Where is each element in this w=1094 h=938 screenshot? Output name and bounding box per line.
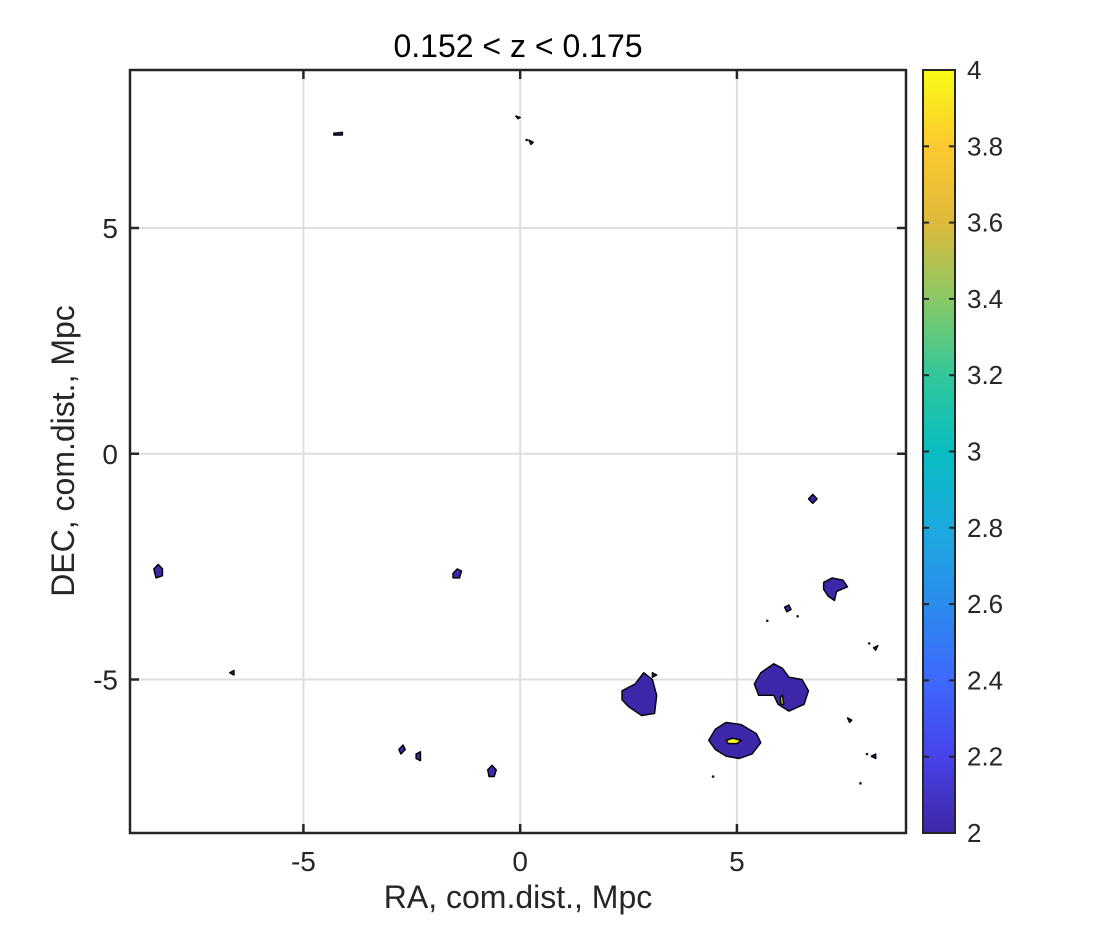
y-tick-label: 5 bbox=[102, 213, 118, 244]
contour-speck bbox=[525, 138, 528, 142]
contour-region bbox=[153, 563, 164, 579]
contour-peak bbox=[779, 694, 785, 705]
contour-region bbox=[651, 672, 658, 678]
axes-box bbox=[128, 68, 908, 835]
contour-speck bbox=[765, 619, 769, 623]
y-tick-label: 0 bbox=[102, 439, 118, 470]
contour-speck bbox=[796, 614, 799, 618]
axis-ticks bbox=[130, 70, 906, 833]
x-axis-label: RA, com.dist., Mpc bbox=[384, 879, 653, 915]
colorbar-tick-label: 3.8 bbox=[967, 131, 1003, 161]
plot-area bbox=[130, 70, 906, 833]
colorbar-tick-label: 4 bbox=[967, 55, 981, 85]
contour-region bbox=[621, 672, 658, 717]
contour-region bbox=[872, 644, 879, 651]
x-tick-label: 0 bbox=[512, 846, 528, 877]
contour-region bbox=[807, 493, 818, 505]
colorbar-tick-label: 2.2 bbox=[967, 742, 1003, 772]
contour-regions bbox=[153, 115, 879, 785]
contour-region bbox=[452, 568, 463, 579]
contour-region bbox=[870, 753, 877, 760]
y-tick-label: -5 bbox=[93, 664, 118, 695]
contour-region bbox=[846, 717, 853, 724]
contour-region bbox=[515, 115, 521, 120]
contour-speck bbox=[711, 775, 715, 778]
colorbar-tick-label: 3.4 bbox=[967, 284, 1003, 314]
x-tick-label: 5 bbox=[729, 846, 745, 877]
contour-region bbox=[333, 131, 344, 136]
x-tick-label: -5 bbox=[291, 846, 316, 877]
colorbar-tick-label: 3.6 bbox=[967, 208, 1003, 238]
colorbar-tick-label: 2 bbox=[967, 818, 981, 848]
contour-region bbox=[487, 764, 497, 778]
contour-speck bbox=[865, 752, 869, 756]
colorbar-tick-label: 3 bbox=[967, 437, 981, 467]
colorbar-ticks: 2 2.2 2.4 2.6 2.8 3 3.2 3.4 3.6 3.8 4 bbox=[923, 55, 1003, 848]
contour-region bbox=[228, 669, 235, 676]
contour-region bbox=[528, 139, 534, 146]
contour-peak bbox=[725, 737, 742, 745]
contour-speck bbox=[859, 782, 862, 785]
contour-region bbox=[415, 751, 422, 762]
chart-title: 0.152 < z < 0.175 bbox=[393, 28, 642, 64]
y-axis-label: DEC, com.dist., Mpc bbox=[45, 305, 81, 597]
grid-lines bbox=[130, 70, 906, 833]
contour-region bbox=[398, 744, 406, 755]
axis-tick-labels: -5 0 5 -5 0 5 bbox=[93, 213, 745, 877]
colorbar-tick-label: 2.4 bbox=[967, 665, 1003, 695]
colorbar-tick-label: 2.6 bbox=[967, 589, 1003, 619]
contour-region bbox=[783, 604, 792, 613]
contour-region bbox=[753, 663, 810, 712]
contour-region bbox=[822, 577, 849, 602]
colorbar-tick-label: 2.8 bbox=[967, 513, 1003, 543]
contour-speck bbox=[867, 642, 871, 645]
colorbar-tick-label: 3.2 bbox=[967, 360, 1003, 390]
